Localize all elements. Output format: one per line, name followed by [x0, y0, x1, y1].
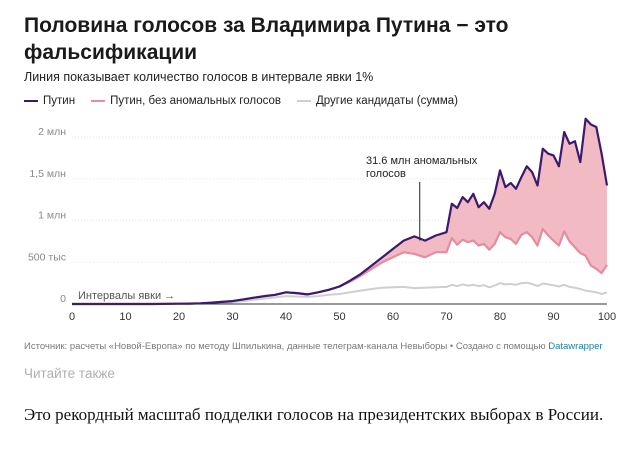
- x-tick-label: 90: [547, 311, 559, 323]
- anomalous-votes-area: [72, 118, 607, 304]
- legend-swatch-putin-clean: [91, 99, 106, 103]
- x-tick-label: 80: [494, 311, 506, 323]
- source-text: Источник: расчеты «Новой-Европа» по мето…: [24, 341, 546, 352]
- turnout-chart: 0 500 тыс 1 млн 1,5 млн 2 млн 0 10 20 30 40 50 60 70…: [28, 117, 616, 323]
- legend-item-putin-clean: Путин, без аномальных голосов: [91, 95, 281, 107]
- legend-label-putin: Путин: [43, 95, 76, 107]
- y-tick-label: 1 млн: [38, 210, 66, 222]
- series-line-putin: [72, 117, 609, 306]
- legend-swatch-others: [297, 99, 311, 103]
- x-tick-label: 0: [69, 311, 75, 323]
- x-tick-label: 100: [598, 311, 616, 323]
- y-tick-label: 500 тыс: [28, 251, 66, 263]
- legend-item-putin: Путин: [24, 95, 75, 107]
- x-tick-label: 20: [173, 311, 185, 323]
- source-note: Источник: расчеты «Новой-Европа» по мето…: [24, 341, 603, 352]
- legend-item-others: Другие кандидаты (сумма): [297, 95, 458, 107]
- series-line-others: [72, 281, 608, 305]
- see-also-heading[interactable]: Читайте также: [24, 366, 115, 381]
- x-tick-label: 50: [333, 311, 345, 323]
- x-tick-label: 40: [280, 311, 292, 323]
- x-tick-label: 10: [119, 311, 131, 323]
- annotation-line: 31.6 млн аномальных: [366, 155, 478, 167]
- x-tick-label: 70: [440, 311, 452, 323]
- legend-swatch-putin: [24, 99, 38, 103]
- chart-subtitle: Линия показывает количество голосов в ин…: [24, 70, 374, 84]
- datawrapper-link[interactable]: Datawrapper: [548, 341, 603, 352]
- annotation-text: 31.6 млн аномальных голосов: [366, 155, 478, 180]
- x-tick-label: 30: [226, 311, 238, 323]
- y-tick-label: 0: [60, 293, 66, 305]
- y-tick-label: 1,5 млн: [29, 168, 66, 180]
- chart-title: Половина голосов за Владимира Путина − э…: [24, 14, 509, 64]
- x-axis-label: Интервалы явки →: [78, 290, 175, 302]
- y-tick-label: 2 млн: [38, 126, 66, 138]
- x-tick-label: 60: [387, 311, 399, 323]
- legend-label-others: Другие кандидаты (сумма): [316, 95, 458, 107]
- legend-label-putin-clean: Путин, без аномальных голосов: [110, 95, 281, 107]
- annotation-line: голосов: [366, 168, 406, 180]
- chart-legend: Путин Путин, без аномальных голосов Друг…: [24, 95, 474, 107]
- article-paragraph: Это рекордный масштаб подделки голосов н…: [24, 405, 604, 424]
